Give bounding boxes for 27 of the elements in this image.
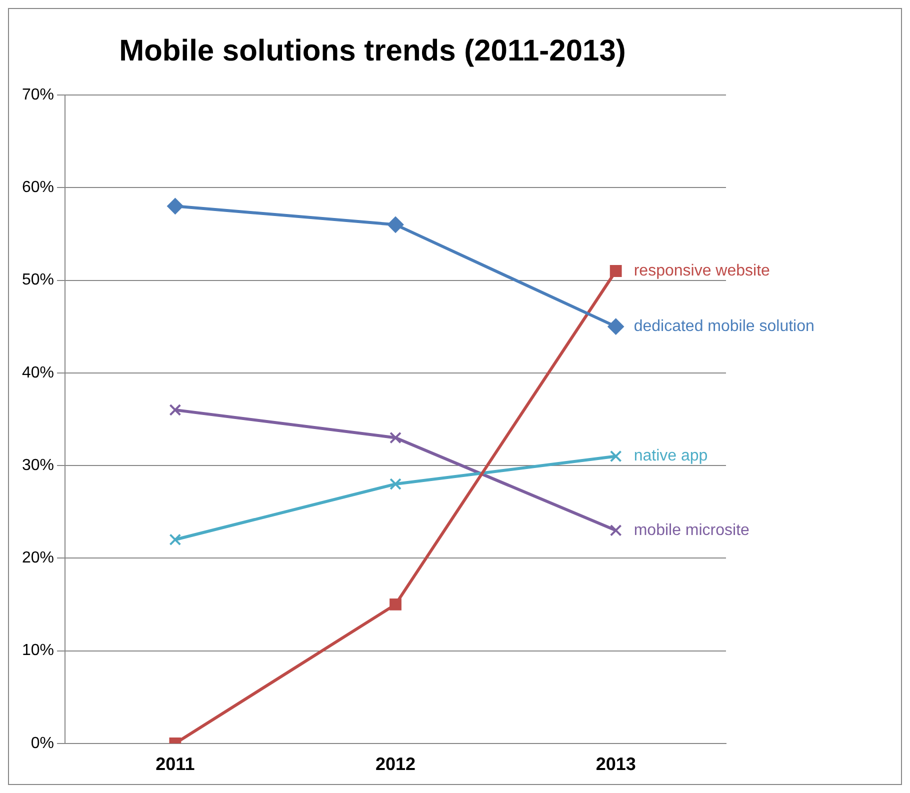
y-tick-label: 40% bbox=[22, 364, 54, 382]
point bbox=[608, 318, 624, 335]
point bbox=[610, 265, 622, 277]
series-label: dedicated mobile solution bbox=[634, 318, 814, 335]
point bbox=[169, 404, 182, 416]
x-tick-label: 2012 bbox=[375, 754, 416, 774]
y-tick-label: 10% bbox=[22, 642, 54, 660]
y-tick-label: 30% bbox=[22, 456, 54, 474]
series-label: mobile microsite bbox=[634, 522, 750, 539]
point bbox=[167, 198, 184, 214]
y-tick-label: 0% bbox=[30, 734, 54, 752]
point bbox=[390, 598, 402, 610]
point bbox=[390, 432, 402, 444]
point bbox=[169, 534, 182, 546]
point bbox=[390, 478, 402, 490]
series-label: responsive website bbox=[634, 262, 770, 280]
y-tick-label: 70% bbox=[22, 86, 54, 104]
point bbox=[388, 216, 404, 233]
y-tick-label: 60% bbox=[22, 179, 54, 196]
y-tick-label: 20% bbox=[22, 550, 54, 567]
x-tick-label: 2013 bbox=[596, 754, 636, 774]
x-tick-label: 2011 bbox=[156, 754, 195, 774]
point bbox=[610, 450, 622, 462]
y-tick-label: 50% bbox=[22, 272, 54, 289]
series-label: native app bbox=[634, 448, 708, 465]
chart-title: Mobile solutions trends (2011-2013) bbox=[119, 34, 626, 68]
point bbox=[610, 524, 622, 536]
